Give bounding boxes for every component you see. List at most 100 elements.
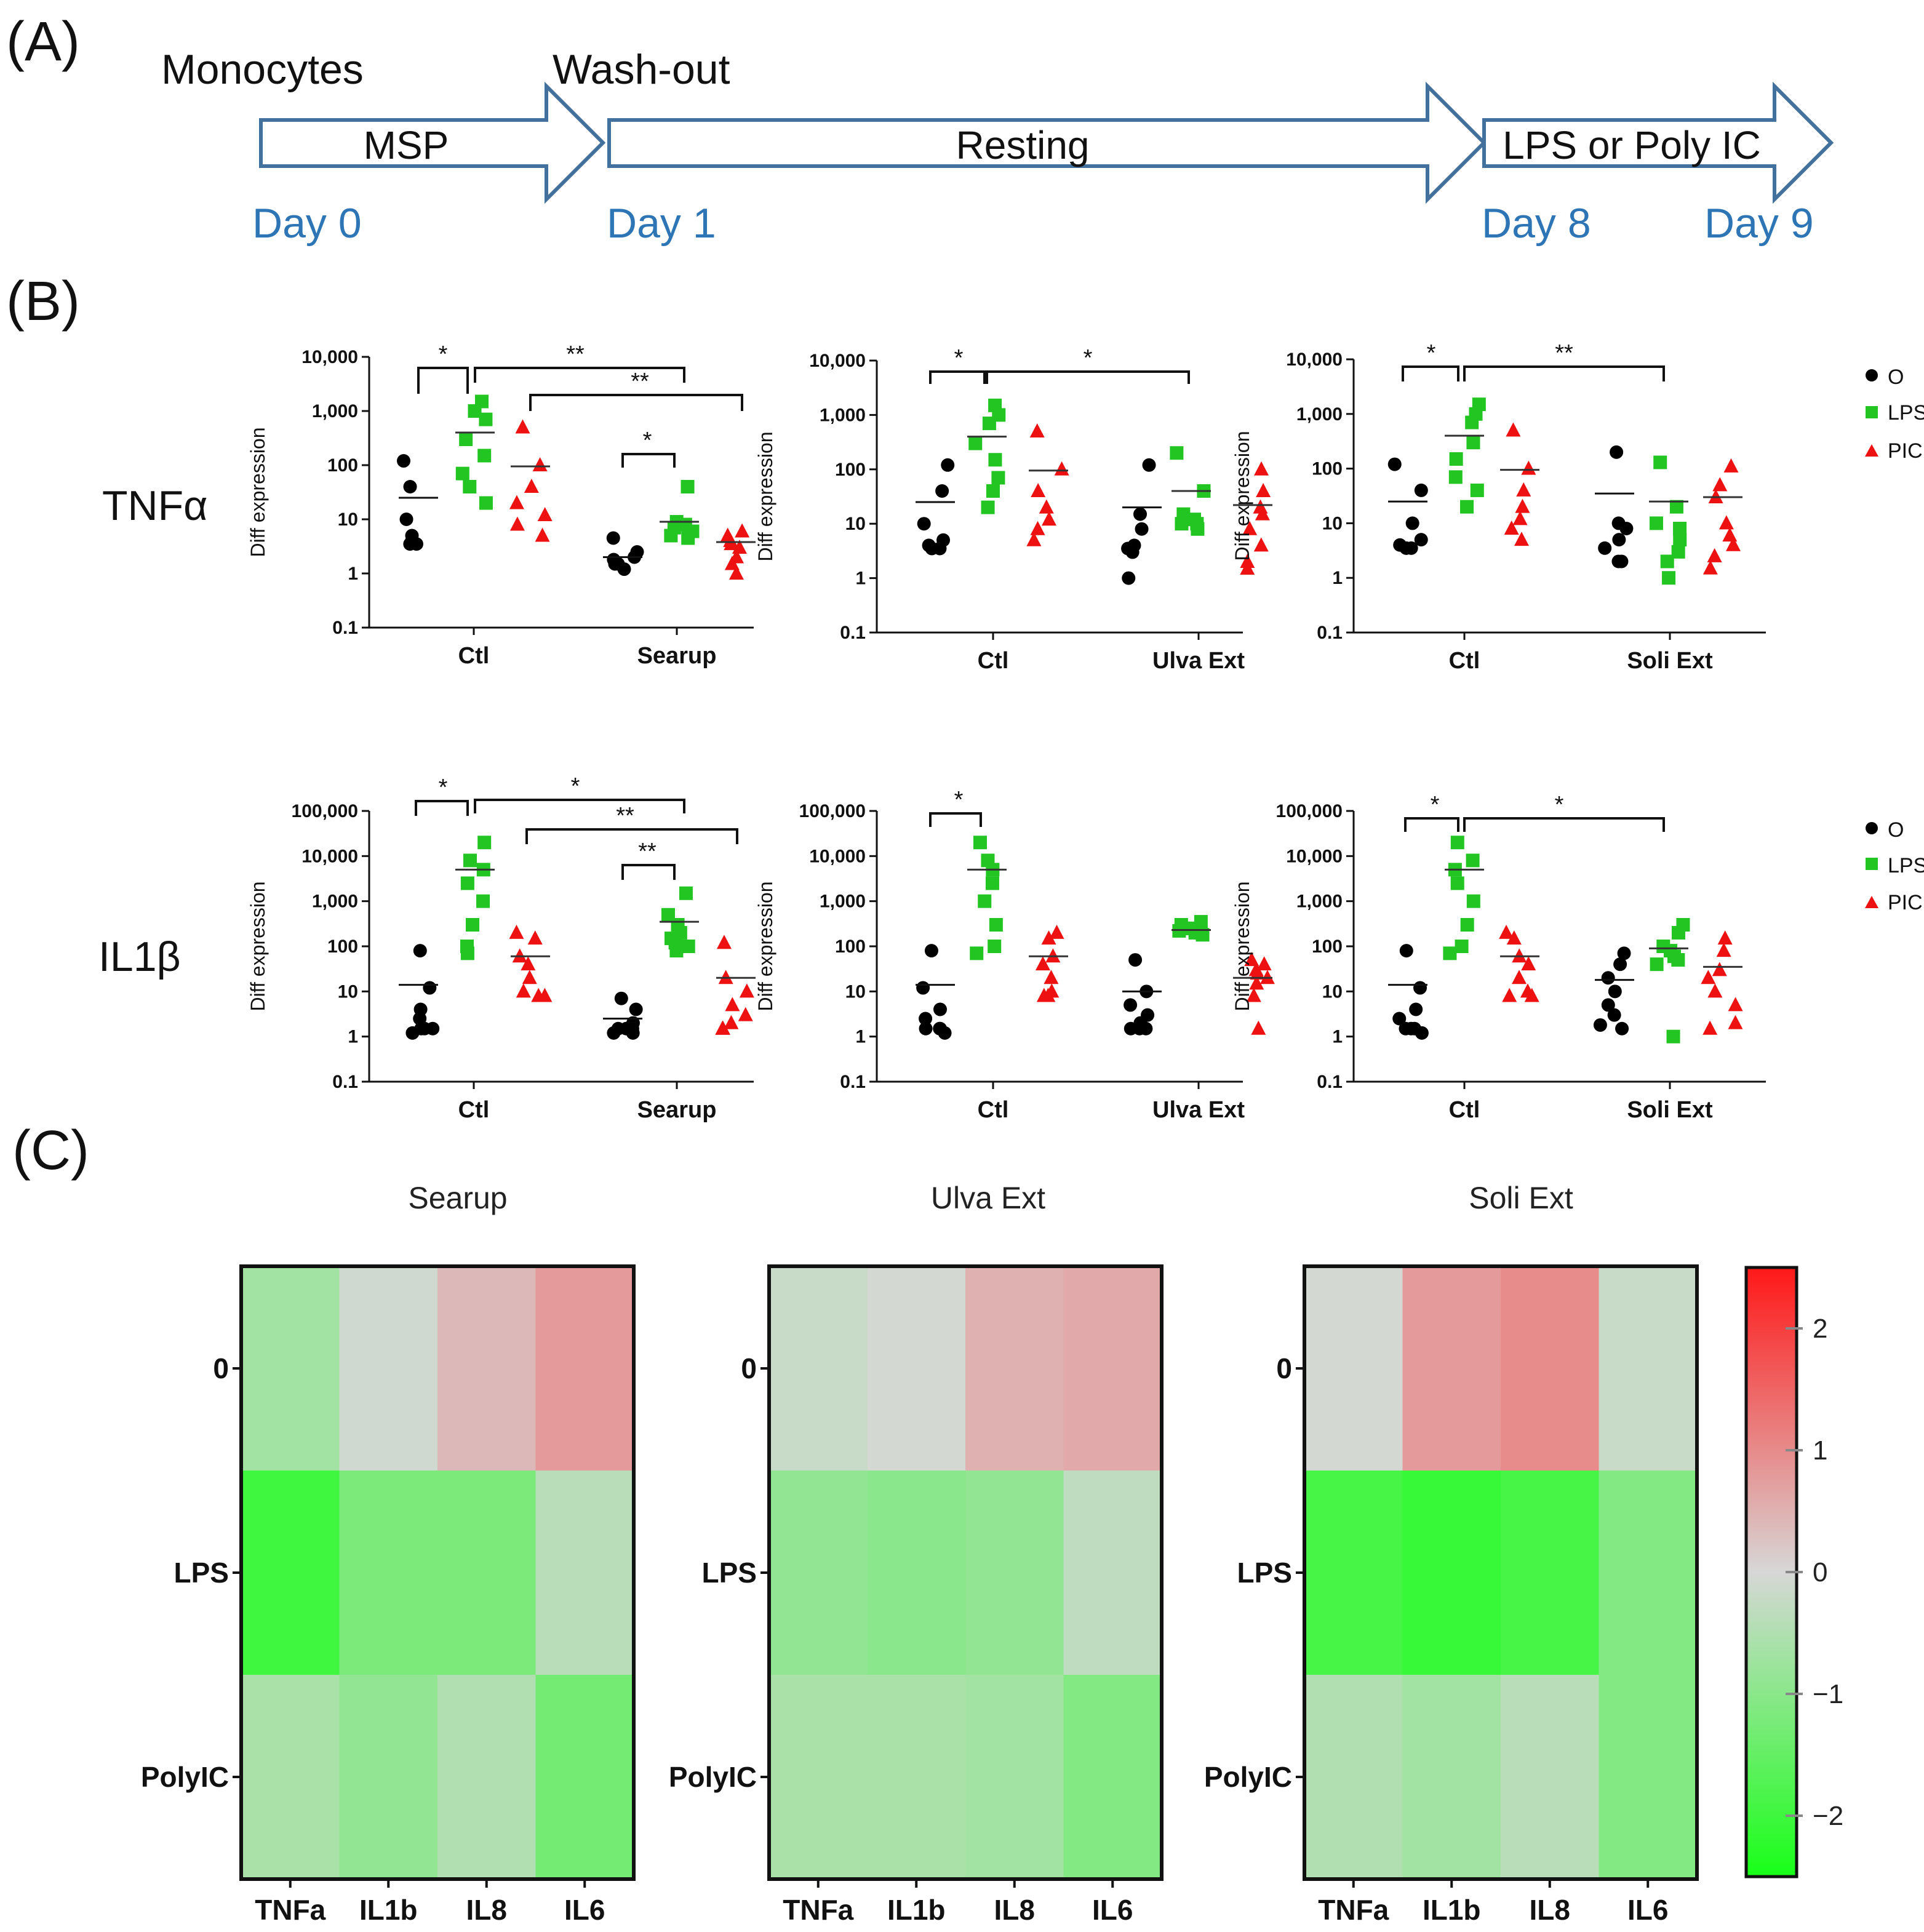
significance-label: **	[1555, 340, 1573, 366]
y-axis-label: Diff expression	[754, 881, 776, 1011]
heatmap-cell	[1402, 1471, 1501, 1675]
y-tick-label: 1	[1332, 1027, 1343, 1047]
y-tick-label: 10	[338, 509, 358, 530]
colorbar-tick-label: 1	[1813, 1435, 1827, 1466]
point-lps	[1466, 894, 1480, 908]
heatmap-cell	[965, 1675, 1064, 1880]
point-ctrl	[423, 981, 437, 995]
heatmap-cell	[437, 1471, 536, 1675]
point-ctrl	[397, 454, 410, 468]
point-lps	[468, 404, 482, 418]
row-label-tnf: TNFα	[102, 482, 208, 529]
point-pic	[509, 516, 525, 531]
point-ctrl	[917, 517, 931, 531]
x-tick-label: Ctl	[458, 643, 490, 669]
significance-bracket	[621, 864, 676, 880]
point-ctrl	[1124, 1021, 1138, 1036]
significance-label: *	[1084, 345, 1093, 371]
point-ctrl	[1122, 571, 1136, 585]
heatmap-x-label: TNFa	[783, 1894, 853, 1926]
y-tick-label: 100	[835, 936, 866, 957]
legend-bottom: O LPS PIC	[1865, 818, 1924, 914]
point-lps	[985, 876, 999, 890]
colorbar-tick-label: −1	[1813, 1679, 1843, 1709]
heatmap-cell	[241, 1266, 340, 1471]
point-pic	[1702, 560, 1718, 575]
legend-label-lps: LPS	[1888, 854, 1924, 877]
point-pic	[1511, 970, 1527, 984]
heatmap-cell	[867, 1471, 966, 1675]
point-ctrl	[1615, 1021, 1629, 1036]
y-tick-label: 1,000	[312, 892, 358, 912]
point-pic	[527, 930, 543, 945]
significance-label: *	[439, 775, 448, 800]
arrow-label-msp: MSP	[364, 123, 449, 167]
y-tick-label: 1	[1332, 568, 1343, 588]
y-tick-label: 1	[348, 1027, 358, 1047]
arrow-label-stim: LPS or Poly IC	[1503, 123, 1761, 167]
legend-label-pic: PIC	[1888, 439, 1923, 463]
point-lps	[1448, 470, 1463, 484]
point-ctrl	[1414, 483, 1428, 497]
colorbar-tick-label: −2	[1813, 1801, 1843, 1831]
point-pic	[715, 1020, 730, 1035]
y-tick-label: 10,000	[301, 846, 358, 866]
point-pic	[1054, 461, 1069, 476]
heatmap-cell	[1501, 1675, 1599, 1880]
point-lps	[1669, 500, 1683, 514]
point-ctrl	[1135, 522, 1149, 536]
y-axis-label: Diff expression	[247, 881, 269, 1011]
point-lps	[1660, 554, 1674, 569]
point-ctrl	[933, 541, 947, 556]
point-pic	[1030, 521, 1045, 535]
heatmap-x-label: IL6	[1092, 1894, 1133, 1926]
y-tick-label: 100	[327, 455, 358, 476]
significance-label: *	[954, 787, 964, 813]
significance-label: *	[643, 428, 652, 453]
heatmap-cell	[339, 1471, 438, 1675]
scatter-panel-6: 100,000 10,000 1,000 100 10 1 0.1 Diff expressi…	[1231, 792, 1766, 1123]
point-ctrl	[1133, 507, 1148, 521]
panel-label-c: (C)	[12, 1120, 89, 1181]
point-ctrl	[614, 991, 628, 1005]
y-tick-label: 0.1	[332, 618, 358, 638]
y-tick-label: 1,000	[820, 892, 866, 912]
colorbar-tick-label: 0	[1813, 1557, 1827, 1587]
point-pic	[1250, 965, 1265, 980]
y-axis-label: Diff expression	[754, 431, 776, 561]
day-label-0: Day 0	[252, 200, 362, 247]
y-tick-label: 10	[1322, 981, 1343, 1002]
point-ctrl	[607, 553, 621, 567]
y-tick-label: 10,000	[1286, 349, 1343, 370]
point-lps	[664, 529, 678, 543]
point-lps	[1653, 455, 1667, 469]
point-pic	[535, 527, 550, 542]
point-ctrl	[1610, 445, 1624, 459]
significance-label: **	[616, 803, 634, 829]
significance-bracket	[621, 453, 676, 468]
point-lps	[1443, 946, 1457, 960]
timeline-label-washout: Wash-out	[553, 46, 730, 93]
point-pic	[522, 970, 537, 984]
heatmap-x-label: TNFa	[1318, 1894, 1389, 1926]
scatter-panel-5: 100,000 10,000 1,000 100 10 1 0.1 Diff expressi…	[754, 787, 1275, 1123]
point-ctrl	[606, 531, 620, 545]
point-pic	[1516, 482, 1531, 497]
point-lps	[681, 531, 695, 545]
point-ctrl	[935, 484, 949, 498]
point-ctrl	[919, 1012, 933, 1026]
point-pic	[1026, 532, 1042, 546]
x-tick-label: Searup	[637, 1097, 717, 1123]
heatmap-cell	[535, 1471, 634, 1675]
point-ctrl	[1601, 998, 1615, 1012]
point-ctrl	[1611, 554, 1626, 569]
point-lps	[459, 433, 473, 447]
heatmap-x-label: IL6	[1627, 1894, 1668, 1926]
point-pic	[1701, 970, 1716, 984]
heatmap-cell	[867, 1675, 966, 1880]
heatmap-3: Soli Ext 0 LPS PolyIC TNFa IL1b IL8 IL6	[1204, 1181, 1699, 1926]
colorbar: 2 1 0 −1 −2	[1744, 1266, 1843, 1878]
y-tick-label: 1,000	[820, 405, 866, 425]
heatmap-x-label: IL8	[994, 1894, 1035, 1926]
